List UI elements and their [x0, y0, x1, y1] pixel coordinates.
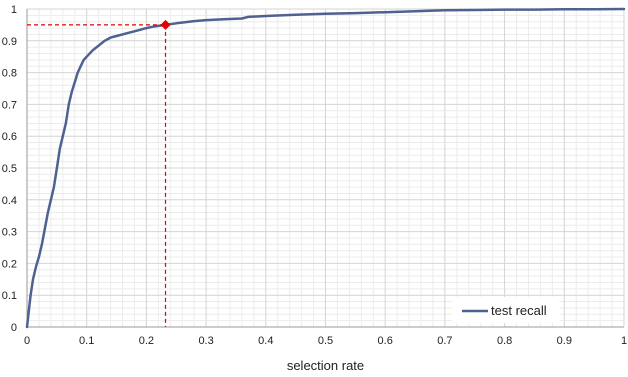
x-tick-label: 0.4 [258, 335, 273, 347]
y-tick-label: 0.3 [2, 227, 17, 239]
y-tick-labels: 0 0.1 0.2 0.3 0.4 0.5 0.6 0.7 0.8 0.9 1 [2, 4, 17, 334]
x-tick-label: 0.7 [437, 335, 452, 347]
highlight-layer [27, 19, 171, 327]
y-tick-label: 0.7 [2, 99, 17, 111]
x-tick-label: 0.3 [198, 335, 213, 347]
x-tick-label: 1 [621, 335, 627, 347]
x-tick-label: 0.1 [79, 335, 94, 347]
x-tick-label: 0.6 [378, 335, 393, 347]
x-tick-label: 0.5 [318, 335, 333, 347]
grid-major [27, 8, 625, 327]
axes [26, 9, 624, 328]
x-tick-label: 0.9 [557, 335, 572, 347]
highlight-marker [160, 19, 171, 30]
x-axis-title: selection rate [287, 358, 364, 373]
y-tick-label: 0.4 [2, 195, 17, 207]
series-line-test-recall [25, 7, 626, 329]
y-tick-label: 0.6 [2, 131, 17, 143]
x-tick-label: 0 [24, 335, 30, 347]
y-tick-label: 0.5 [2, 163, 17, 175]
legend-label: test recall [491, 303, 547, 318]
y-tick-label: 1 [11, 4, 17, 16]
y-tick-label: 0.8 [2, 68, 17, 80]
legend: test recall [452, 297, 560, 323]
x-tick-labels: 0 0.1 0.2 0.3 0.4 0.5 0.6 0.7 0.8 0.9 1 [24, 335, 627, 347]
x-tick-label: 0.8 [497, 335, 512, 347]
y-tick-label: 0.2 [2, 258, 17, 270]
y-tick-label: 0 [11, 322, 17, 334]
y-tick-label: 0.9 [2, 36, 17, 48]
x-tick-label: 0.2 [139, 335, 154, 347]
y-tick-label: 0.1 [2, 290, 17, 302]
series-layer [25, 7, 626, 329]
